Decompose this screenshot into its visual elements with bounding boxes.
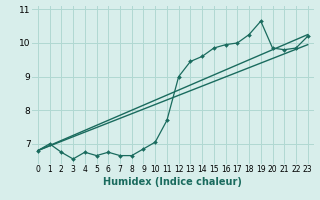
X-axis label: Humidex (Indice chaleur): Humidex (Indice chaleur) (103, 177, 242, 187)
